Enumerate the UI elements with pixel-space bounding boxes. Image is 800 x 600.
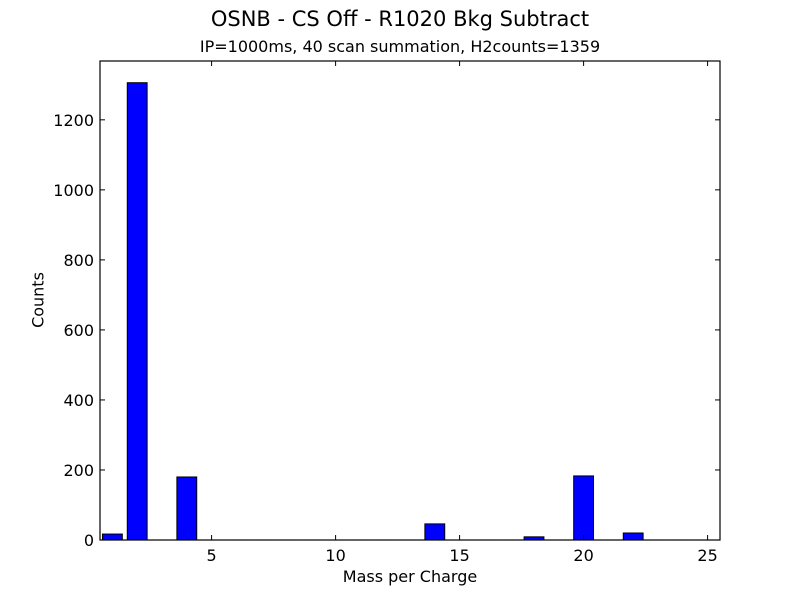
y-tick-label: 0: [84, 531, 94, 550]
x-tick-label: 25: [697, 546, 717, 565]
y-tick-label: 800: [63, 251, 94, 270]
y-tick-label: 1000: [53, 181, 94, 200]
chart-title: OSNB - CS Off - R1020 Bkg Subtract: [210, 7, 590, 31]
bar-mz-22: [622, 532, 644, 541]
x-tick-label: 20: [573, 546, 593, 565]
bar-mz-2: [126, 82, 148, 541]
plot-frame: [99, 60, 721, 541]
bar-mz-1: [101, 533, 123, 541]
x-tick-label: 5: [207, 546, 217, 565]
chart-subtitle: IP=1000ms, 40 scan summation, H2counts=1…: [199, 37, 601, 56]
y-tick-label: 1200: [53, 111, 94, 130]
bar-series: [101, 82, 719, 541]
x-tick-label: 10: [325, 546, 345, 565]
y-tick-label: 400: [63, 391, 94, 410]
bar-mz-14: [424, 523, 446, 541]
bar-mz-20: [573, 475, 595, 541]
x-axis-label: Mass per Charge: [342, 567, 478, 586]
x-tick-label: 15: [449, 546, 469, 565]
axis-ticks: 5 10 15 20 25 0 200 400 600 800 1000 1200: [53, 61, 720, 565]
bar-mz-4: [176, 476, 198, 541]
y-tick-label: 600: [63, 321, 94, 340]
y-tick-label: 200: [63, 461, 94, 480]
